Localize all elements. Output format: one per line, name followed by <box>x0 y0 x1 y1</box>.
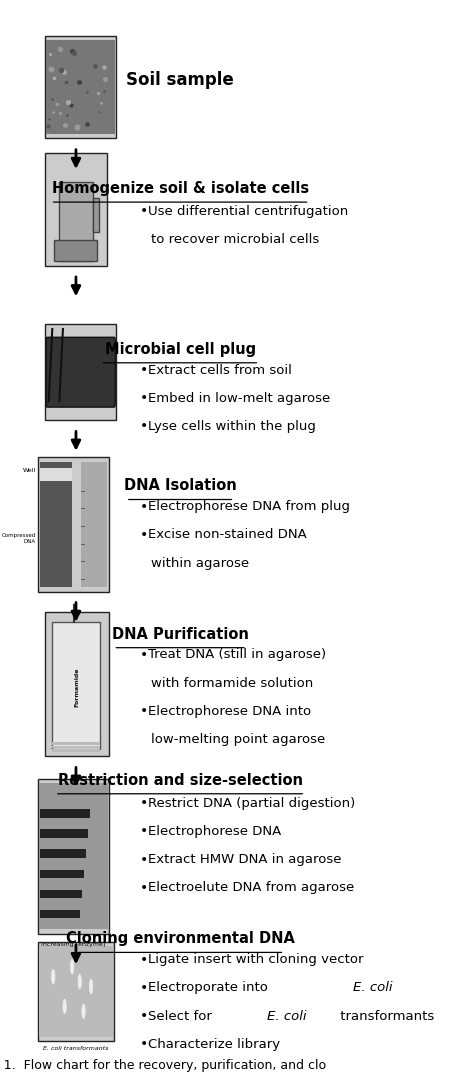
Text: E. coli: E. coli <box>267 1010 306 1023</box>
Circle shape <box>82 1004 85 1018</box>
Text: Compressed
DNA: Compressed DNA <box>1 533 36 544</box>
Text: •: • <box>140 1009 148 1023</box>
FancyBboxPatch shape <box>40 830 88 838</box>
Text: DNA Isolation: DNA Isolation <box>124 478 237 493</box>
FancyBboxPatch shape <box>38 942 114 1041</box>
Text: Formamide: Formamide <box>74 668 80 706</box>
Text: Electrophorese DNA: Electrophorese DNA <box>148 824 282 838</box>
FancyBboxPatch shape <box>45 612 109 756</box>
FancyBboxPatch shape <box>52 622 100 749</box>
FancyBboxPatch shape <box>40 890 82 898</box>
Text: •: • <box>140 704 148 718</box>
Text: with formamide solution: with formamide solution <box>151 676 313 689</box>
FancyBboxPatch shape <box>39 784 108 929</box>
Text: Soil sample: Soil sample <box>126 71 234 89</box>
Text: Embed in low-melt agarose: Embed in low-melt agarose <box>148 391 330 405</box>
Text: Excise non-stained DNA: Excise non-stained DNA <box>148 528 307 541</box>
Text: Select for: Select for <box>148 1010 216 1023</box>
Text: Cloning environmental DNA: Cloning environmental DNA <box>65 932 294 947</box>
Text: •: • <box>140 953 148 967</box>
Text: Lyse cells within the plug: Lyse cells within the plug <box>148 420 316 433</box>
FancyBboxPatch shape <box>46 338 115 407</box>
FancyBboxPatch shape <box>40 869 84 878</box>
Text: •: • <box>140 796 148 810</box>
FancyBboxPatch shape <box>39 947 113 1037</box>
FancyBboxPatch shape <box>40 467 73 481</box>
FancyBboxPatch shape <box>40 462 73 587</box>
Text: low-melting point agarose: low-melting point agarose <box>151 733 325 746</box>
Text: DNA Purification: DNA Purification <box>112 627 248 642</box>
FancyBboxPatch shape <box>46 41 115 134</box>
Text: transformants: transformants <box>337 1010 435 1023</box>
FancyBboxPatch shape <box>40 910 80 919</box>
FancyBboxPatch shape <box>45 153 107 266</box>
FancyBboxPatch shape <box>45 324 116 420</box>
Text: •: • <box>140 391 148 405</box>
Text: Restrict DNA (partial digestion): Restrict DNA (partial digestion) <box>148 796 356 809</box>
FancyBboxPatch shape <box>81 462 107 587</box>
Text: •: • <box>140 881 148 895</box>
FancyBboxPatch shape <box>38 779 109 934</box>
Text: E. coli: E. coli <box>353 981 392 995</box>
Text: •: • <box>140 528 148 542</box>
FancyBboxPatch shape <box>93 198 100 232</box>
Text: E. coli transformants: E. coli transformants <box>43 1046 109 1052</box>
FancyBboxPatch shape <box>38 457 109 593</box>
Text: Well: Well <box>23 467 36 473</box>
Text: Homogenize soil & isolate cells: Homogenize soil & isolate cells <box>52 181 309 196</box>
Text: Fig. 1.  Flow chart for the recovery, purification, and clo: Fig. 1. Flow chart for the recovery, pur… <box>0 1059 326 1072</box>
Text: •: • <box>140 205 148 219</box>
FancyBboxPatch shape <box>52 749 100 751</box>
Circle shape <box>71 959 74 974</box>
Text: Restriction and size-selection: Restriction and size-selection <box>57 773 302 788</box>
Text: to recover microbial cells: to recover microbial cells <box>151 234 319 247</box>
FancyBboxPatch shape <box>55 240 98 260</box>
Text: •: • <box>140 363 148 377</box>
Circle shape <box>78 974 82 989</box>
Text: Extract HMW DNA in agarose: Extract HMW DNA in agarose <box>148 853 342 866</box>
Text: within agarose: within agarose <box>151 556 249 569</box>
Text: •: • <box>140 852 148 866</box>
Text: •: • <box>140 1038 148 1052</box>
FancyBboxPatch shape <box>52 742 100 745</box>
Text: •: • <box>140 647 148 662</box>
Text: •: • <box>140 419 148 433</box>
FancyBboxPatch shape <box>40 809 90 818</box>
Circle shape <box>52 969 55 984</box>
Text: Electrophorese DNA into: Electrophorese DNA into <box>148 705 311 718</box>
FancyBboxPatch shape <box>59 181 93 260</box>
Text: Electroporate into: Electroporate into <box>148 981 272 995</box>
Text: Increasing [enzyme]: Increasing [enzyme] <box>41 942 106 947</box>
Text: Electrophorese DNA from plug: Electrophorese DNA from plug <box>148 501 350 513</box>
Text: Electroelute DNA from agarose: Electroelute DNA from agarose <box>148 881 355 894</box>
Text: •: • <box>140 500 148 513</box>
Text: •: • <box>140 824 148 838</box>
Text: Ligate insert with cloning vector: Ligate insert with cloning vector <box>148 953 364 966</box>
Text: Use differential centrifugation: Use differential centrifugation <box>148 205 348 218</box>
Text: Microbial cell plug: Microbial cell plug <box>105 342 255 357</box>
FancyBboxPatch shape <box>52 746 100 748</box>
Text: Extract cells from soil: Extract cells from soil <box>148 363 292 376</box>
Circle shape <box>90 979 93 994</box>
Text: •: • <box>140 981 148 995</box>
Text: Characterize library: Characterize library <box>148 1038 280 1051</box>
FancyBboxPatch shape <box>45 36 116 138</box>
Text: Treat DNA (still in agarose): Treat DNA (still in agarose) <box>148 649 326 661</box>
Circle shape <box>63 999 66 1014</box>
FancyBboxPatch shape <box>40 849 86 858</box>
